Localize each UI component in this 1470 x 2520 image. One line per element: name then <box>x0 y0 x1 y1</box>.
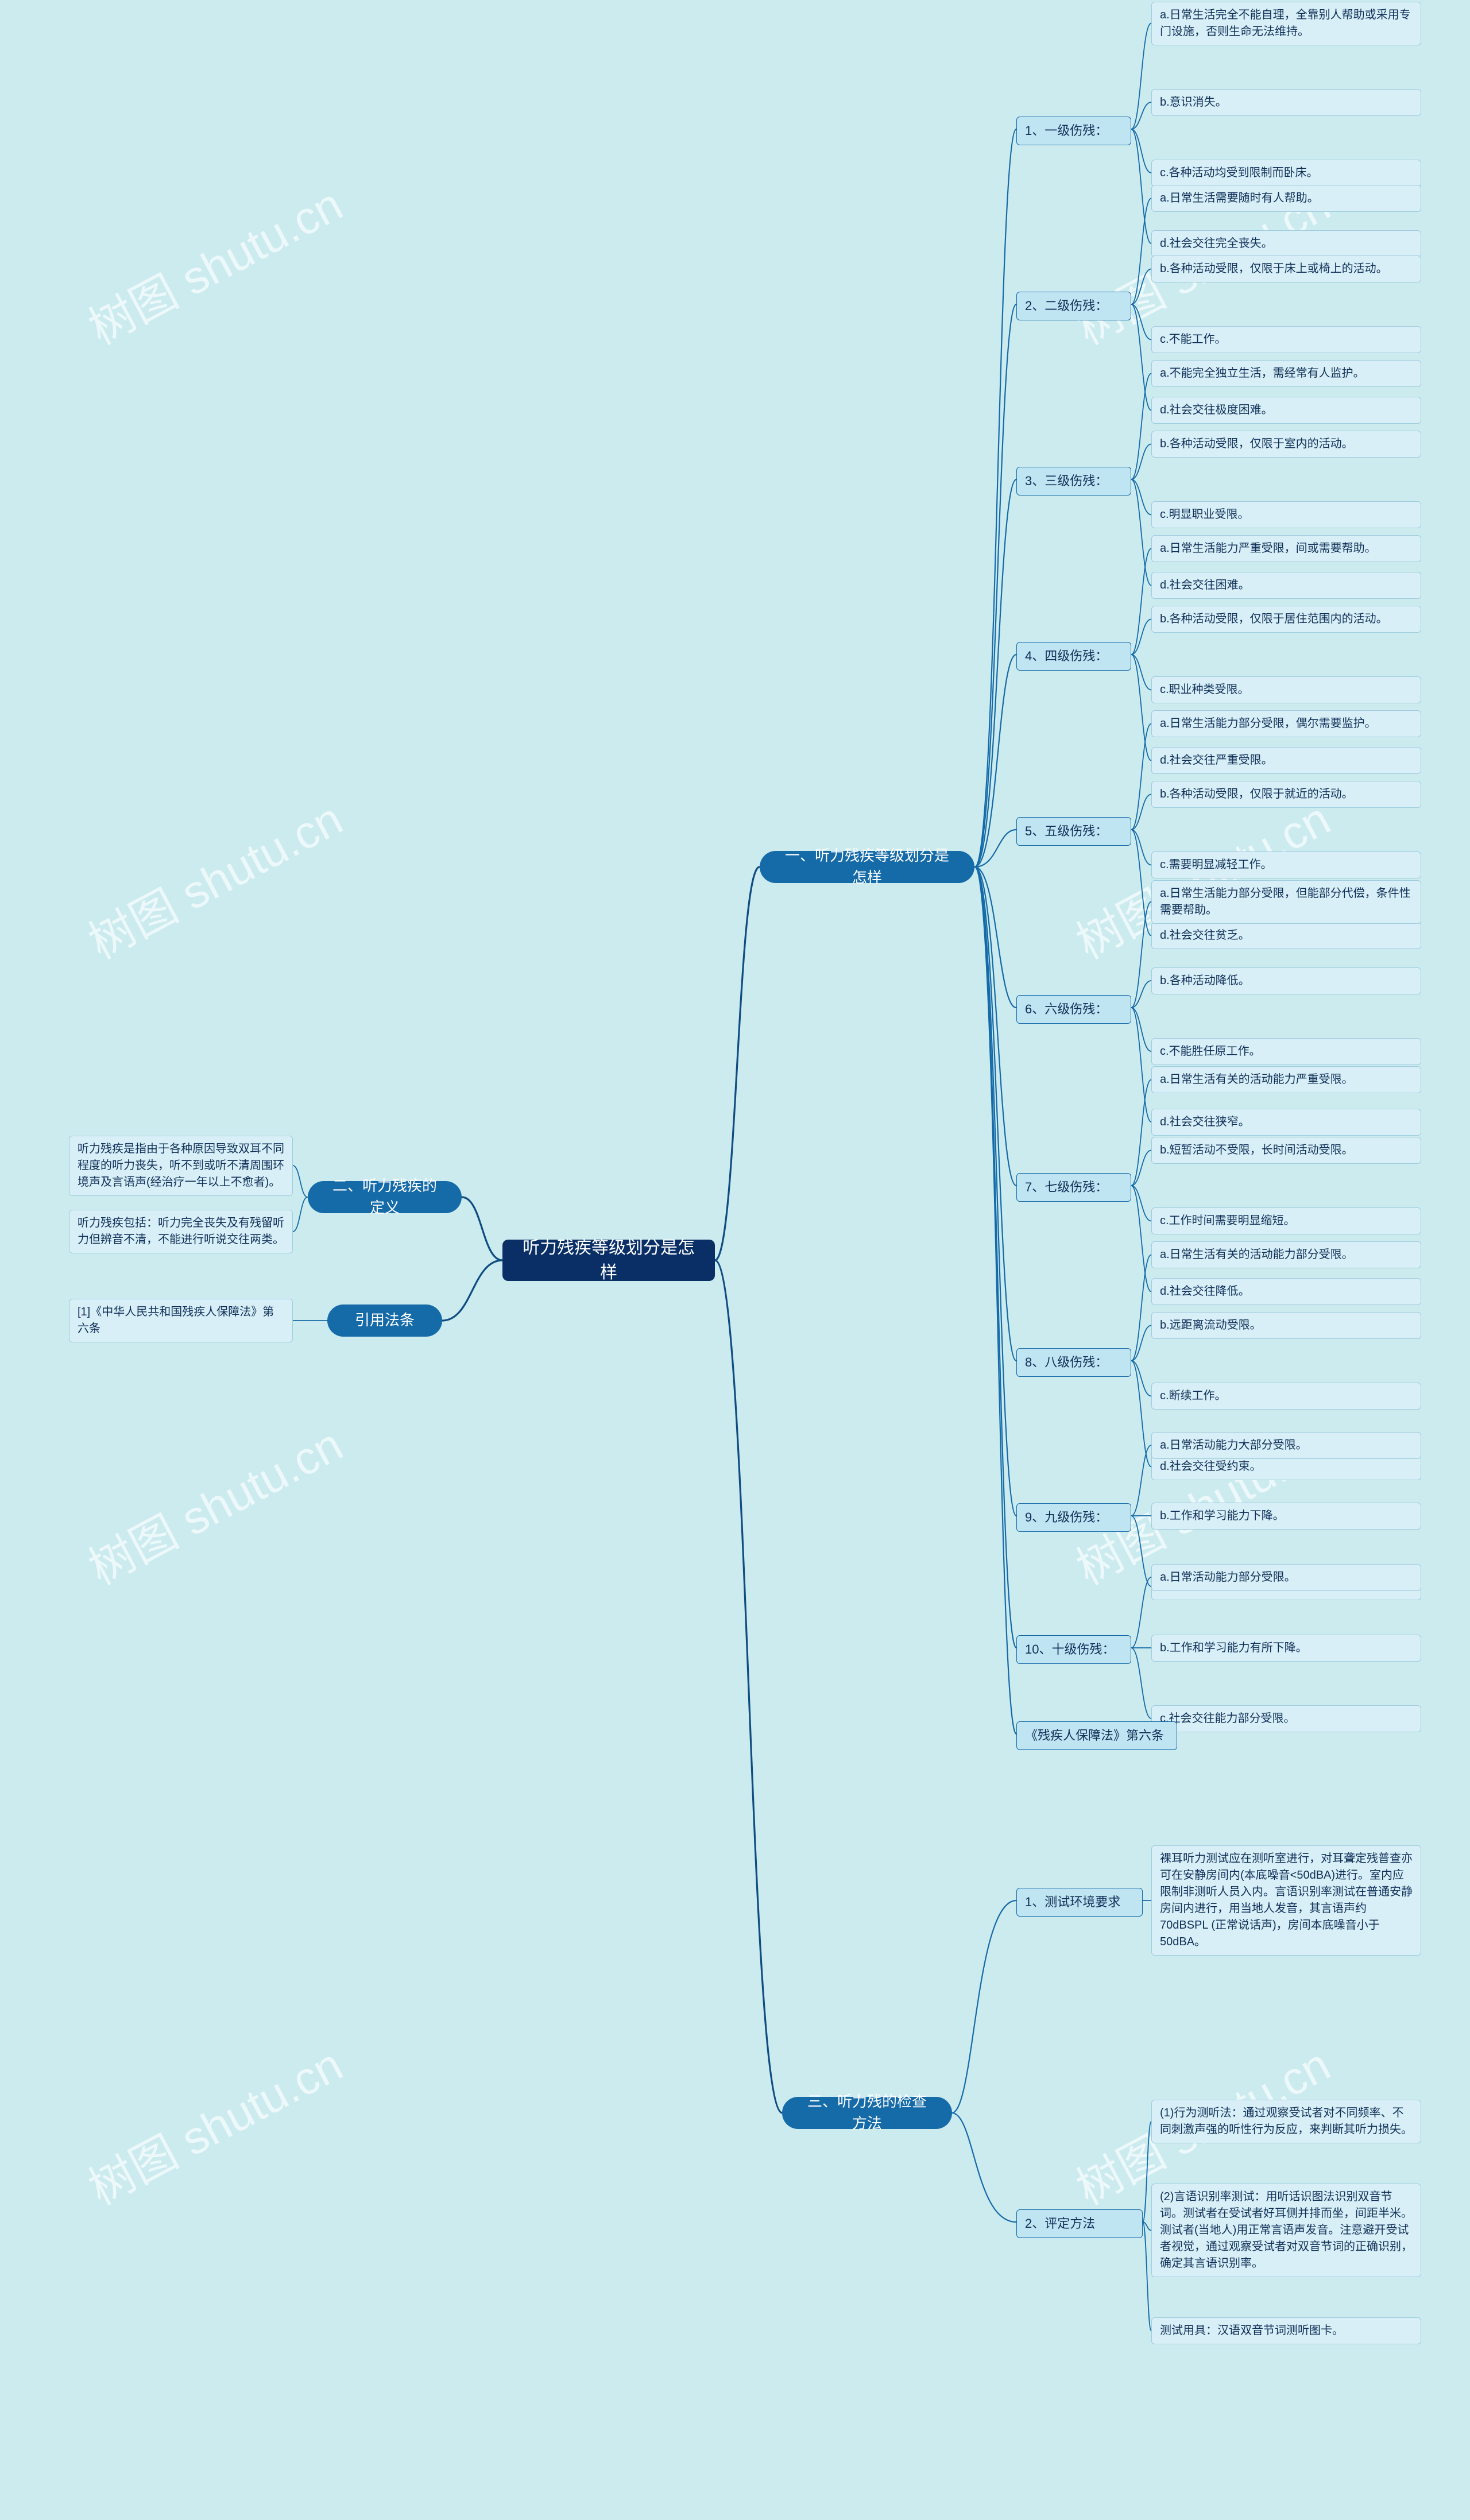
leaf-node: a.日常生活有关的活动能力部分受限。 <box>1151 1241 1421 1268</box>
leaf-node: a.日常生活能力严重受限，间或需要帮助。 <box>1151 535 1421 562</box>
leaf-node: b.远距离流动受限。 <box>1151 1312 1421 1339</box>
watermark: 树图 shutu.cn <box>75 168 352 358</box>
sub-node-s6: 6、六级伤残： <box>1016 995 1131 1024</box>
leaf-node: a.日常生活有关的活动能力严重受限。 <box>1151 1066 1421 1093</box>
leaf-node: b.各种活动降低。 <box>1151 967 1421 994</box>
sub-node-s4: 4、四级伤残： <box>1016 642 1131 671</box>
leaf-node: d.社会交往严重受限。 <box>1151 747 1421 774</box>
leaf-node: c.需要明显减轻工作。 <box>1151 851 1421 878</box>
leaf-node: b.各种活动受限，仅限于室内的活动。 <box>1151 431 1421 458</box>
leaf-node: c.各种活动均受到限制而卧床。 <box>1151 160 1421 187</box>
leaf-node: a.日常活动能力部分受限。 <box>1151 1564 1421 1591</box>
leaf-node: d.社会交往降低。 <box>1151 1278 1421 1305</box>
leaf-node: d.社会交往狭窄。 <box>1151 1109 1421 1136</box>
sub-node-s1: 1、一级伤残： <box>1016 117 1131 145</box>
sub-node-s2: 2、二级伤残： <box>1016 292 1131 320</box>
leaf-node-left: 听力残疾包括：听力完全丧失及有残留听力但辨音不清，不能进行听说交往两类。 <box>69 1210 293 1253</box>
leaf-node: d.社会交往困难。 <box>1151 572 1421 599</box>
leaf-node: a.日常生活完全不能自理，全靠别人帮助或采用专门设施，否则生命无法维持。 <box>1151 2 1421 45</box>
sub-node-s11: 《残疾人保障法》第六条 <box>1016 1721 1177 1750</box>
leaf-node: (2)言语识别率测试：用听话识图法识别双音节词。测试者在受试者好耳侧并排而坐，间… <box>1151 2184 1421 2277</box>
leaf-node: c.明显职业受限。 <box>1151 501 1421 528</box>
leaf-node-left: [1]《中华人民共和国残疾人保障法》第六条 <box>69 1299 293 1342</box>
leaf-node: c.不能胜任原工作。 <box>1151 1038 1421 1065</box>
leaf-node: c.职业种类受限。 <box>1151 676 1421 703</box>
leaf-node: d.社会交往完全丧失。 <box>1151 230 1421 257</box>
leaf-node: c.工作时间需要明显缩短。 <box>1151 1207 1421 1234</box>
leaf-node: a.日常生活能力部分受限，但能部分代偿，条件性需要帮助。 <box>1151 880 1421 924</box>
leaf-node: c.社会交往能力部分受限。 <box>1151 1705 1421 1732</box>
leaf-node: a.日常生活需要随时有人帮助。 <box>1151 185 1421 212</box>
leaf-node: 测试用具：汉语双音节词测听图卡。 <box>1151 2317 1421 2344</box>
leaf-node: b.工作和学习能力有所下降。 <box>1151 1635 1421 1662</box>
leaf-node: d.社会交往贫乏。 <box>1151 922 1421 949</box>
sub-node-s8: 8、八级伤残： <box>1016 1348 1131 1377</box>
leaf-node: a.日常生活能力部分受限，偶尔需要监护。 <box>1151 710 1421 737</box>
leaf-node: b.各种活动受限，仅限于就近的活动。 <box>1151 781 1421 808</box>
leaf-node: d.社会交往极度困难。 <box>1151 397 1421 424</box>
leaf-node: c.不能工作。 <box>1151 326 1421 353</box>
sub-node-s10: 10、十级伤残： <box>1016 1635 1131 1664</box>
leaf-node: b.各种活动受限，仅限于床上或椅上的活动。 <box>1151 256 1421 282</box>
main-node-m2: 二、听力残疾的定义 <box>308 1181 462 1213</box>
leaf-node: (1)行为测听法：通过观察受试者对不同频率、不同刺激声强的听性行为反应，来判断其… <box>1151 2100 1421 2143</box>
leaf-node: b.工作和学习能力下降。 <box>1151 1503 1421 1530</box>
leaf-node: 裸耳听力测试应在测听室进行，对耳聋定残普查亦可在安静房间内(本底噪音<50dBA… <box>1151 1845 1421 1956</box>
main-node-m1: 一、听力残疾等级划分是怎样 <box>760 851 975 883</box>
sub-node-s3: 3、三级伤残： <box>1016 467 1131 496</box>
root-node: 听力残疾等级划分是怎样 <box>502 1240 715 1281</box>
sub-node-t1: 1、测试环境要求 <box>1016 1888 1143 1917</box>
watermark: 树图 shutu.cn <box>75 783 352 972</box>
sub-node-t2: 2、评定方法 <box>1016 2209 1143 2238</box>
leaf-node: c.断续工作。 <box>1151 1383 1421 1410</box>
leaf-node: a.不能完全独立生活，需经常有人监护。 <box>1151 360 1421 387</box>
main-node-m3: 三、听力残的检查方法 <box>782 2097 951 2129</box>
leaf-node: b.短暂活动不受限，长时间活动受限。 <box>1151 1137 1421 1164</box>
leaf-node: b.各种活动受限，仅限于居住范围内的活动。 <box>1151 606 1421 633</box>
leaf-node-left: 听力残疾是指由于各种原因导致双耳不同程度的听力丧失，听不到或听不清周围环境声及言… <box>69 1136 293 1196</box>
leaf-node: a.日常活动能力大部分受限。 <box>1151 1432 1421 1459</box>
watermark: 树图 shutu.cn <box>75 1408 352 1598</box>
sub-node-s9: 9、九级伤残： <box>1016 1503 1131 1532</box>
watermark: 树图 shutu.cn <box>75 2029 352 2218</box>
sub-node-s5: 5、五级伤残： <box>1016 817 1131 846</box>
main-node-mL: 引用法条 <box>327 1304 442 1337</box>
leaf-node: b.意识消失。 <box>1151 89 1421 116</box>
sub-node-s7: 7、七级伤残： <box>1016 1173 1131 1202</box>
